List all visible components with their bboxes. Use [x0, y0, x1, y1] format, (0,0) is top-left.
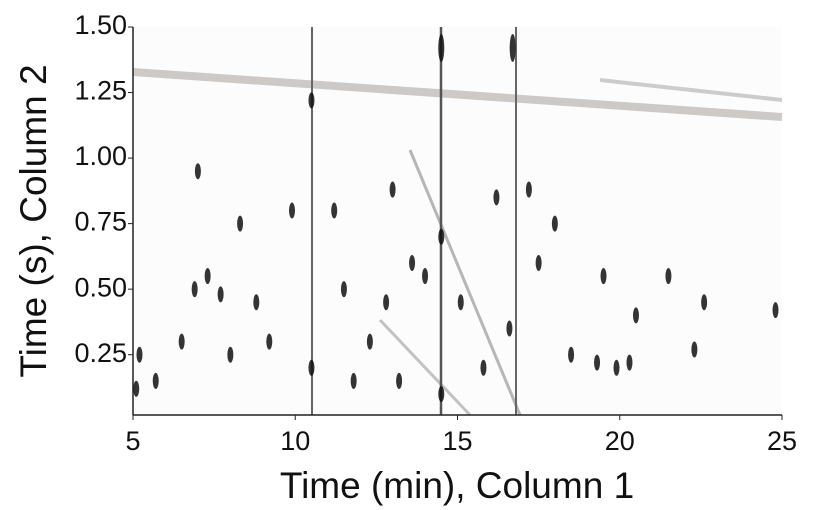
peak	[535, 254, 542, 271]
peak	[665, 268, 672, 285]
peak	[340, 281, 347, 298]
y-tick-label: 0.25	[74, 338, 127, 368]
peak	[613, 359, 620, 376]
peak	[136, 346, 143, 363]
peak	[632, 307, 639, 324]
peak	[383, 294, 390, 311]
peak	[194, 163, 201, 180]
peak	[227, 346, 234, 363]
peak	[438, 386, 445, 403]
peak	[551, 215, 558, 232]
peak	[506, 320, 513, 337]
peak	[600, 268, 607, 285]
y-tick-label: 0.75	[74, 207, 127, 237]
y-tick-label: 0.50	[74, 272, 127, 302]
peak	[480, 359, 487, 376]
y-tick-label: 1.00	[74, 141, 127, 171]
diagonal-band	[408, 149, 522, 416]
peak	[438, 228, 445, 245]
peak	[396, 372, 403, 389]
x-tick-label: 10	[280, 426, 310, 456]
peak	[178, 333, 185, 350]
baseline-band	[599, 78, 783, 102]
peak	[772, 302, 779, 319]
baseline-band	[132, 68, 783, 121]
peak	[509, 33, 516, 62]
x-tick-label: 5	[125, 426, 140, 456]
x-tick-label: 20	[605, 426, 635, 456]
peak	[493, 189, 500, 206]
peak	[331, 202, 338, 219]
peak	[191, 281, 198, 298]
x-tick-label: 25	[767, 426, 797, 456]
peak	[350, 372, 357, 389]
peak	[409, 254, 416, 271]
peak	[266, 333, 273, 350]
peak	[366, 333, 373, 350]
peak	[457, 294, 464, 311]
peak	[204, 268, 211, 285]
peak	[701, 294, 708, 311]
y-tick-label: 1.25	[74, 76, 127, 106]
peak	[422, 268, 429, 285]
peak	[525, 181, 532, 198]
peak	[152, 372, 159, 389]
peak	[253, 294, 260, 311]
peak	[691, 341, 698, 358]
y-tick-label: 1.50	[74, 10, 127, 40]
peak	[626, 354, 633, 371]
peak	[133, 380, 140, 397]
peak	[568, 346, 575, 363]
peak	[389, 181, 396, 198]
peak	[217, 286, 224, 303]
x-axis-title: Time (min), Column 1	[280, 465, 634, 506]
peak	[237, 215, 244, 232]
peak	[594, 354, 601, 371]
peak	[308, 359, 315, 376]
peak	[438, 33, 445, 62]
x-tick-label: 15	[442, 426, 472, 456]
diagonal-band	[378, 318, 472, 417]
y-axis-title: Time (s), Column 2	[13, 64, 54, 377]
peak	[289, 202, 296, 219]
peak	[308, 92, 315, 109]
